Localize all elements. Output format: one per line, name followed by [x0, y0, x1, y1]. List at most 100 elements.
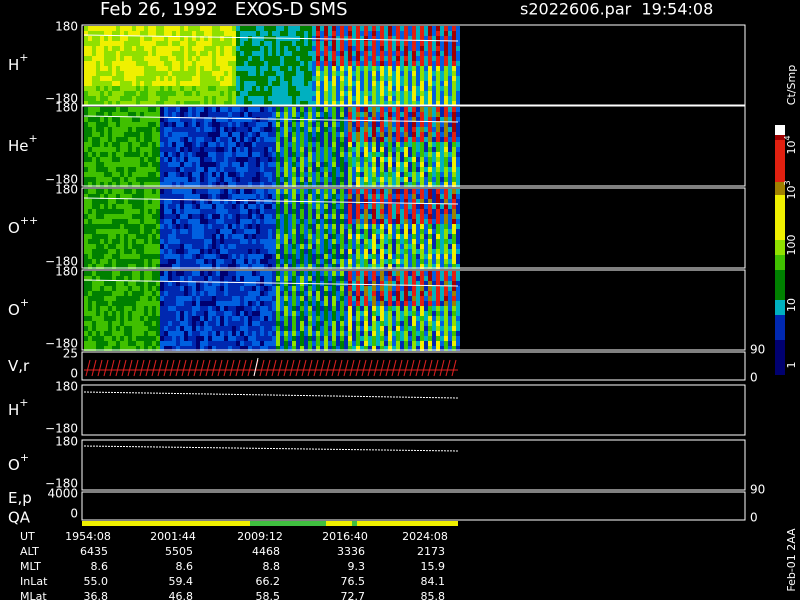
spectrogram-cell: [196, 91, 200, 96]
spectrogram-cell: [144, 56, 148, 61]
spectrogram-cell: [392, 76, 396, 81]
spectrogram-cell: [376, 76, 380, 81]
spectrogram-cell: [264, 214, 268, 219]
spectrogram-cell: [372, 117, 376, 122]
spectrogram-cell: [120, 117, 124, 122]
spectrogram-cell: [176, 51, 180, 56]
spectrogram-cell: [372, 81, 376, 86]
spectrogram-cell: [284, 142, 288, 147]
spectrogram-cell: [248, 199, 252, 204]
spectrogram-cell: [88, 172, 92, 177]
spectrogram-cell: [180, 101, 184, 106]
spectrogram-cell: [240, 51, 244, 56]
spectrogram-cell: [120, 291, 124, 296]
spectrogram-cell: [384, 76, 388, 81]
spectrogram-cell: [352, 96, 356, 101]
spectrogram-cell: [340, 214, 344, 219]
spectrogram-cell: [144, 291, 148, 296]
spectrogram-cell: [112, 239, 116, 244]
spectrogram-cell: [440, 51, 444, 56]
spectrogram-cell: [240, 199, 244, 204]
spectrogram-cell: [364, 157, 368, 162]
spectrogram-cell: [304, 51, 308, 56]
spectrogram-cell: [244, 26, 248, 31]
spectrogram-cell: [448, 56, 452, 61]
spectrogram-cell: [180, 152, 184, 157]
spectrogram-cell: [392, 167, 396, 172]
spectrogram-cell: [116, 234, 120, 239]
spectrogram-cell: [228, 91, 232, 96]
spectrogram-cell: [300, 51, 304, 56]
spectrogram-cell: [400, 107, 404, 112]
spectrogram-cell: [88, 46, 92, 51]
spectrogram-cell: [396, 31, 400, 36]
spectrogram-cell: [368, 41, 372, 46]
spectrogram-cell: [244, 167, 248, 172]
spectrogram-cell: [108, 76, 112, 81]
spectrogram-cell: [304, 137, 308, 142]
spectrogram-cell: [320, 96, 324, 101]
spectrogram-cell: [180, 311, 184, 316]
spectrogram-cell: [108, 162, 112, 167]
spectrogram-cell: [128, 316, 132, 321]
spectrogram-cell: [344, 91, 348, 96]
spectrogram-cell: [112, 81, 116, 86]
spectrogram-cell: [128, 296, 132, 301]
spectrogram-cell: [224, 224, 228, 229]
spectrogram-cell: [176, 101, 180, 106]
spectrogram-cell: [324, 107, 328, 112]
spectrogram-cell: [128, 66, 132, 71]
spectrogram-cell: [420, 182, 424, 187]
spectrogram-cell: [304, 209, 308, 214]
spectrogram-cell: [324, 167, 328, 172]
spectrogram-cell: [140, 321, 144, 326]
spectrogram-cell: [344, 147, 348, 152]
spectrogram-cell: [348, 71, 352, 76]
spectrogram-cell: [384, 249, 388, 254]
spectrogram-cell: [344, 112, 348, 117]
spectrogram-cell: [320, 152, 324, 157]
spectrogram-cell: [120, 76, 124, 81]
spectrogram-cell: [172, 147, 176, 152]
spectrogram-cell: [420, 162, 424, 167]
spectrogram-cell: [108, 219, 112, 224]
spectrogram-cell: [448, 209, 452, 214]
spectrogram-cell: [244, 51, 248, 56]
spectrogram-cell: [256, 249, 260, 254]
spectrogram-cell: [100, 31, 104, 36]
spectrogram-cell: [272, 91, 276, 96]
spectrogram-cell: [400, 162, 404, 167]
spectrogram-cell: [236, 219, 240, 224]
spectrogram-cell: [408, 96, 412, 101]
spectrogram-cell: [144, 209, 148, 214]
spectrogram-cell: [240, 117, 244, 122]
spectrogram-cell: [260, 36, 264, 41]
spectrogram-cell: [396, 51, 400, 56]
spectrogram-cell: [96, 177, 100, 182]
spectrogram-cell: [224, 259, 228, 264]
spectrogram-cell: [88, 177, 92, 182]
spectrogram-cell: [188, 56, 192, 61]
spectrogram-cell: [416, 31, 420, 36]
spectrogram-cell: [132, 249, 136, 254]
spectrogram-cell: [140, 152, 144, 157]
spectrogram-cell: [316, 209, 320, 214]
spectrogram-cell: [412, 81, 416, 86]
spectrogram-cell: [344, 46, 348, 51]
spectrogram-cell: [268, 264, 272, 269]
spectrogram-cell: [416, 172, 420, 177]
spectrogram-cell: [104, 239, 108, 244]
spectrogram-cell: [448, 194, 452, 199]
spectrogram-cell: [424, 199, 428, 204]
spectrogram-cell: [348, 147, 352, 152]
spectrogram-cell: [396, 172, 400, 177]
spectrogram-cell: [428, 219, 432, 224]
spectrogram-cell: [184, 194, 188, 199]
spectrogram-cell: [100, 204, 104, 209]
spectrogram-cell: [452, 167, 456, 172]
spectrogram-cell: [400, 254, 404, 259]
spectrogram-cell: [300, 76, 304, 81]
spectrogram-cell: [196, 194, 200, 199]
spectrogram-cell: [408, 86, 412, 91]
